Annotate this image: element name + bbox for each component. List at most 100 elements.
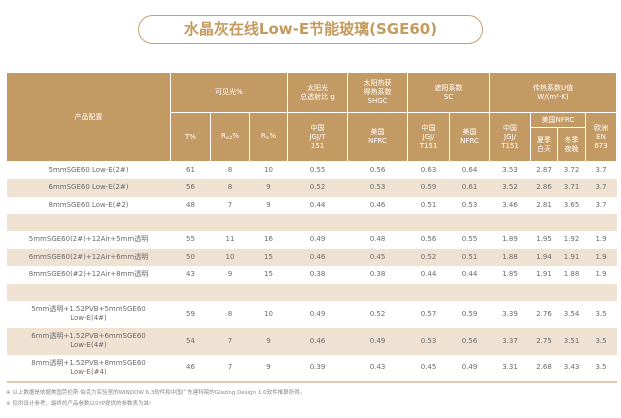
- value-cell: 1.9: [595, 270, 607, 279]
- value-cell: 3.71: [557, 179, 586, 197]
- header-rout: Rout%: [210, 112, 250, 162]
- spec-table: 产品配置 可见光% 太阳光 总透射比 g 太阳热获 得热系数 SHGC 遮阳系数…: [6, 72, 618, 383]
- value-cell: 3.46: [502, 200, 518, 209]
- value-cell: 0.38: [309, 270, 326, 279]
- value-cell: 0.46: [287, 327, 348, 355]
- value-cell: 0.45: [407, 354, 450, 383]
- value-cell: 0.51: [420, 200, 437, 209]
- value-cell: 0.55: [309, 166, 326, 174]
- header-summer: 夏季 白天: [530, 127, 559, 162]
- value-cell: 0.46: [369, 200, 386, 209]
- value-cell: 55: [186, 235, 195, 244]
- value-cell: 16: [264, 235, 273, 244]
- value-cell: 0.53: [461, 200, 478, 209]
- product-cell: 8mmSGE60 Low-E(#2): [48, 200, 129, 209]
- value-cell: 0.61: [449, 179, 490, 197]
- value-cell: 3.53: [502, 166, 518, 174]
- product-cell: 5mmSGE60(2#)+12Air+5mm透明: [28, 235, 149, 244]
- value-cell: 1.94: [530, 248, 558, 266]
- value-cell: 1.85: [502, 270, 518, 279]
- value-cell: 9: [227, 270, 233, 279]
- value-cell: 3.7: [595, 200, 607, 209]
- value-cell: 48: [186, 200, 195, 209]
- value-cell: 0.45: [347, 248, 408, 266]
- value-cell: 3.52: [489, 179, 531, 197]
- value-cell: 3.7: [595, 166, 607, 174]
- value-cell: 11: [225, 235, 235, 244]
- value-cell: 1.9: [585, 248, 617, 266]
- value-cell: 2.76: [536, 309, 552, 318]
- table-row: 6mm透明+1.52PVB+6mmSGE60 Low-E(4#) 54 7 9 0.46…: [6, 327, 617, 355]
- value-cell: 0.57: [420, 309, 437, 318]
- product-cell: 5mmSGE60 Low-E(2#): [48, 166, 129, 174]
- header-rin: Rin%: [248, 112, 289, 162]
- value-cell: 0.59: [407, 179, 450, 197]
- value-cell: 0.48: [369, 235, 386, 244]
- value-cell: 3.72: [563, 166, 580, 174]
- header-winter: 冬季 夜晚: [557, 127, 587, 162]
- header-solar: 太阳光 总透射比 g: [287, 72, 349, 113]
- value-cell: 9: [249, 327, 288, 355]
- header-u: 传热系数U值 W/(m²·K): [489, 72, 618, 113]
- value-cell: 3.65: [563, 200, 580, 209]
- value-cell: 9: [249, 179, 288, 197]
- table-row: 6mmSGE60(2#)+12Air+6mm透明 50 10 15 0.46 0.45 0.…: [6, 248, 617, 266]
- product-cell: 8mm透明+1.52PVB+8mmSGE60 Low-E(#4): [6, 354, 171, 383]
- value-cell: 0.49: [347, 327, 408, 355]
- value-cell: 0.52: [287, 179, 348, 197]
- value-cell: 0.38: [369, 270, 386, 279]
- table-row: 6mmSGE60 Low-E(2#) 56 8 9 0.52 0.53 0.59 0.61 3.…: [6, 179, 617, 197]
- header-shgc-us: 美国 NFRC: [347, 112, 409, 162]
- value-cell: 2.81: [536, 200, 552, 209]
- value-cell: 0.49: [449, 354, 490, 383]
- value-cell: 1.91: [557, 248, 586, 266]
- value-cell: 7: [210, 354, 250, 383]
- value-cell: 3.39: [502, 309, 518, 318]
- value-cell: 9: [266, 200, 271, 209]
- value-cell: 0.46: [287, 248, 348, 266]
- value-cell: 43: [186, 270, 195, 279]
- value-cell: 46: [170, 354, 211, 383]
- value-cell: 1.89: [502, 235, 518, 244]
- value-cell: 3.5: [585, 354, 617, 383]
- value-cell: 50: [170, 248, 211, 266]
- table-row: 8mm透明+1.52PVB+8mmSGE60 Low-E(#4) 46 7 9 0.39…: [6, 354, 617, 383]
- spacer-row: [6, 283, 617, 301]
- value-cell: 0.56: [420, 235, 437, 244]
- value-cell: 2.86: [530, 179, 558, 197]
- value-cell: 3.43: [557, 354, 586, 383]
- footnotes: ※ 以上数据是依据美国劳伦斯·伯克力实验室的WINDOW 6.3软件和中国广东建…: [6, 388, 305, 410]
- value-cell: 1.9: [595, 235, 607, 244]
- value-cell: 1.95: [536, 235, 552, 244]
- value-cell: 0.53: [347, 179, 408, 197]
- value-cell: 3.37: [489, 327, 531, 355]
- value-cell: 7: [210, 327, 250, 355]
- header-u-eu: 欧洲 EN 673: [585, 112, 618, 162]
- value-cell: 1.88: [489, 248, 531, 266]
- value-cell: 56: [170, 179, 211, 197]
- value-cell: 15: [249, 248, 288, 266]
- value-cell: 9: [249, 354, 288, 383]
- table-body: 5mmSGE60 Low-E(2#) 61 8 10 0.55 0.56 0.63 0.64 3…: [6, 162, 617, 383]
- value-cell: 0.56: [449, 327, 490, 355]
- header-u-cn: 中国 JGJ/ T151: [489, 112, 532, 162]
- table-row: 5mmSGE60(2#)+12Air+5mm透明 55 11 16 0.49 0.48 0.…: [7, 231, 617, 249]
- value-cell: 3.5: [595, 309, 607, 318]
- value-cell: 0.53: [407, 327, 450, 355]
- header-visible: 可见光%: [169, 72, 289, 113]
- value-cell: 10: [264, 166, 273, 174]
- value-cell: 0.55: [461, 235, 478, 244]
- value-cell: 10: [264, 309, 273, 318]
- value-cell: 2.75: [530, 327, 558, 355]
- table-row: 8mmSGE60 Low-E(#2) 48 7 9 0.44 0.46 0.51 0.53 3.…: [7, 197, 617, 215]
- header-shgc: 太阳热获 得热系数 SHGC: [347, 72, 409, 113]
- header-u-us: 美国NFRC: [530, 112, 587, 128]
- value-cell: 54: [170, 327, 211, 355]
- header-solar-cn: 中国 JGJ/T 151: [287, 112, 349, 162]
- value-cell: 0.52: [407, 248, 450, 266]
- footnote: ※ 以上数据是依据美国劳伦斯·伯克力实验室的WINDOW 6.3软件和中国广东建…: [6, 390, 306, 396]
- header-sc-us: 美国 NFRC: [449, 112, 491, 162]
- value-cell: 59: [186, 309, 195, 318]
- value-cell: 1.88: [563, 270, 580, 279]
- page-title: 水晶灰在线Low-E节能玻璃(SGE60): [138, 15, 483, 44]
